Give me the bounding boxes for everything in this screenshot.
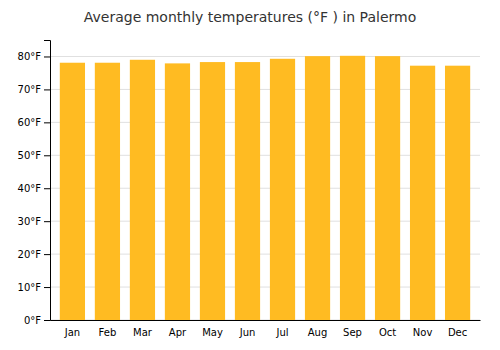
y-tick: 40°F — [18, 183, 50, 194]
x-tick-label: Sep — [343, 327, 362, 338]
y-tick-mark — [44, 89, 50, 90]
bars — [60, 56, 470, 320]
bar — [340, 56, 365, 320]
x-tick-label: Aug — [308, 327, 328, 338]
x-tick-label: Jan — [64, 327, 80, 338]
y-axis-line — [44, 41, 51, 321]
y-tick: 70°F — [18, 84, 50, 95]
bar — [165, 63, 190, 320]
y-tick-mark — [44, 221, 50, 222]
y-tick: 10°F — [18, 282, 50, 293]
y-tick-mark — [44, 155, 50, 156]
x-tick-label: Nov — [413, 327, 433, 338]
bar — [445, 66, 470, 320]
plot: 0°F 10°F 20°F 30°F 40°F 50°F 60°F 70°F 80°F Jan Fe… — [18, 41, 481, 339]
x-tick-label: Dec — [448, 327, 467, 338]
y-axis: 0°F 10°F 20°F 30°F 40°F 50°F 60°F 70°F 80°F — [18, 41, 51, 326]
x-tick-label: Apr — [169, 327, 187, 338]
y-tick-label: 10°F — [18, 282, 42, 293]
y-tick: 0°F — [24, 315, 50, 326]
x-tick-label: Jul — [275, 327, 288, 338]
y-tick-mark — [44, 287, 50, 288]
x-tick: Dec — [448, 327, 467, 338]
bar — [60, 63, 85, 320]
bar — [410, 66, 435, 320]
x-tick: Jan — [64, 327, 80, 338]
y-tick-mark — [44, 188, 50, 189]
y-tick-mark — [44, 320, 50, 321]
x-tick: Apr — [169, 327, 187, 338]
x-axis-line — [51, 320, 481, 321]
y-tick-label: 0°F — [24, 315, 41, 326]
chart: 0°F 10°F 20°F 30°F 40°F 50°F 60°F 70°F 80°F Jan Fe… — [0, 0, 500, 350]
x-tick-label: Jun — [239, 327, 256, 338]
x-tick: Aug — [308, 327, 328, 338]
x-tick-label: May — [202, 327, 223, 338]
bar — [200, 62, 225, 320]
y-tick-label: 50°F — [18, 150, 42, 161]
x-tick: Mar — [133, 327, 153, 338]
x-tick: Sep — [343, 327, 362, 338]
x-tick: Jul — [275, 327, 288, 338]
bar — [95, 63, 120, 320]
x-tick: Oct — [379, 327, 396, 338]
y-tick-label: 70°F — [18, 84, 42, 95]
bar — [270, 59, 295, 320]
y-tick-label: 20°F — [18, 249, 42, 260]
grid — [50, 56, 480, 320]
y-tick: 20°F — [18, 249, 50, 260]
x-tick: Jun — [239, 327, 256, 338]
grid-line — [50, 56, 480, 57]
y-tick-label: 80°F — [18, 51, 42, 62]
x-tick-label: Oct — [379, 327, 396, 338]
x-tick-label: Mar — [133, 327, 153, 338]
title: Average monthly temperatures (°F ) in Pa… — [84, 9, 416, 25]
x-tick: May — [202, 327, 223, 338]
x-tick: Nov — [413, 327, 433, 338]
bar — [130, 60, 155, 320]
y-tick-label: 30°F — [18, 216, 42, 227]
x-tick: Feb — [99, 327, 117, 338]
y-tick: 30°F — [18, 216, 50, 227]
y-tick-label: 40°F — [18, 183, 42, 194]
y-tick-label: 60°F — [18, 117, 42, 128]
x-tick-label: Feb — [99, 327, 117, 338]
y-tick: 60°F — [18, 117, 50, 128]
x-axis: Jan Feb Mar Apr May Jun Jul Aug Sep Oct Nov Dec — [51, 321, 481, 339]
y-tick-mark — [44, 56, 50, 57]
bar — [375, 56, 400, 320]
bar — [305, 56, 330, 320]
bar — [235, 62, 260, 320]
y-tick: 50°F — [18, 150, 50, 161]
y-tick: 80°F — [18, 51, 50, 62]
y-tick-mark — [44, 254, 50, 255]
y-tick-mark — [44, 122, 50, 123]
